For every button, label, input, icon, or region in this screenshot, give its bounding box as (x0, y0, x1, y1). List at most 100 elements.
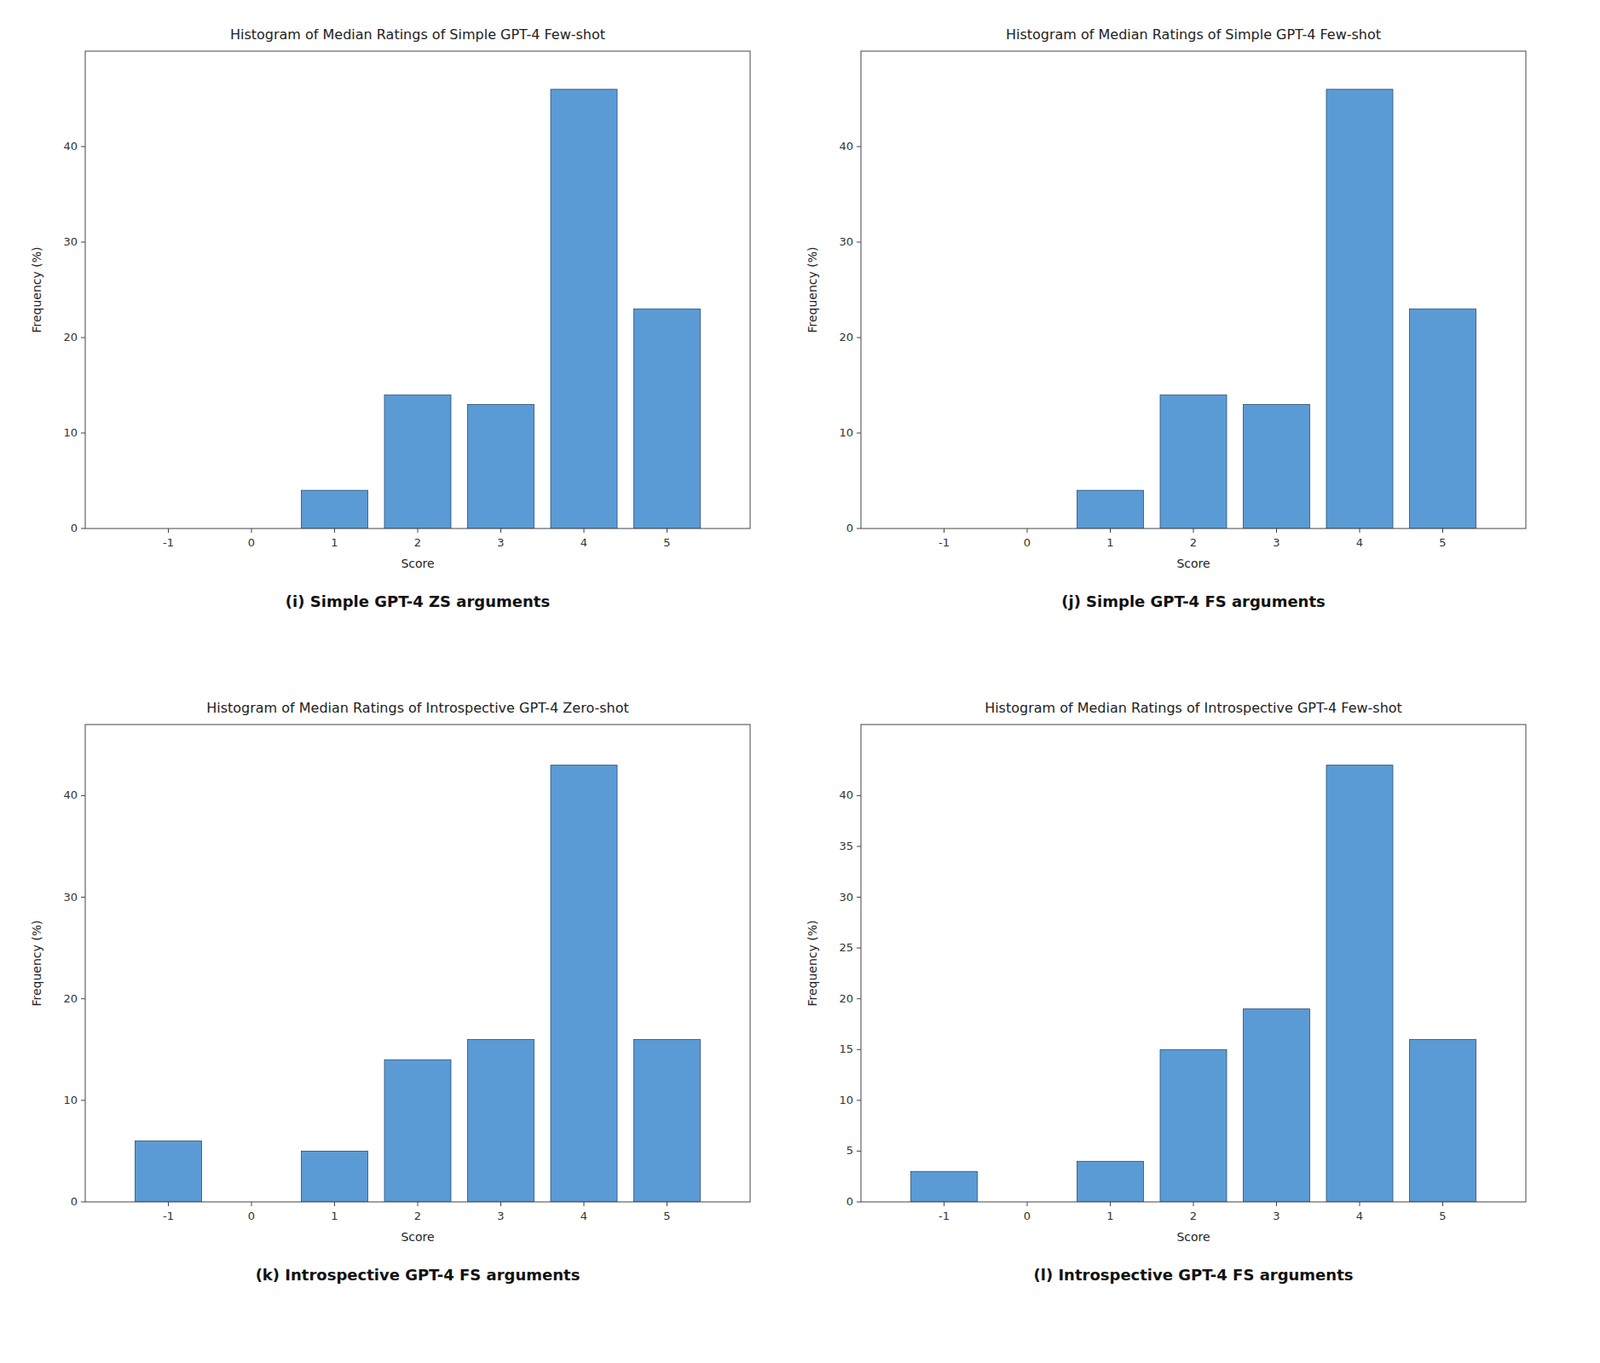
y-tick (80, 896, 86, 898)
title: Histogram of Median Ratings of Introspec… (984, 699, 1403, 717)
y-tick-label: 0 (846, 521, 854, 535)
x-tick-label: -1 (938, 536, 950, 549)
bars (135, 765, 701, 1202)
x-tick-label: 2 (1189, 536, 1197, 549)
y-tick (856, 433, 861, 434)
y-tick-label: 20 (63, 330, 78, 344)
x-tick-label: 0 (1023, 1209, 1031, 1223)
y-tick (856, 795, 861, 797)
x-tick-label: 4 (1356, 1209, 1364, 1223)
bar (384, 1059, 451, 1202)
y-tick (80, 528, 86, 530)
panel: 0510152025303540-1012345Histogram of Med… (805, 699, 1526, 1284)
x-tick-label: 4 (1356, 536, 1364, 549)
x-tick (500, 1201, 502, 1207)
y-tick-label: 30 (63, 890, 78, 904)
bar (1160, 394, 1227, 529)
panel: 010203040-1012345Histogram of Median Rat… (805, 26, 1526, 611)
y-tick (856, 528, 861, 530)
y-tick (856, 845, 861, 847)
x-tick-label: 0 (248, 1209, 255, 1223)
y-tick (856, 1099, 861, 1101)
bar (550, 89, 618, 529)
x-tick-label: 1 (330, 536, 338, 549)
y-tick (80, 146, 86, 148)
bar (1077, 490, 1144, 529)
y-tick (80, 242, 86, 243)
x-axis-label: Score (400, 1230, 434, 1244)
caption: (k) Introspective GPT-4 FS arguments (255, 1265, 581, 1284)
y-tick (80, 337, 86, 339)
y-axis-label: Frequency (%) (805, 919, 820, 1006)
x-tick (1359, 1201, 1361, 1207)
x-tick-label: 3 (1272, 1209, 1280, 1223)
y-tick-label: 40 (838, 139, 854, 153)
x-tick-label: 5 (663, 536, 671, 549)
title: Histogram of Median Ratings of Simple GP… (230, 26, 606, 43)
x-tick (1193, 1201, 1195, 1207)
x-tick (251, 1201, 253, 1207)
bar (301, 490, 369, 529)
y-tick (856, 337, 861, 339)
x-tick-label: 3 (496, 1209, 504, 1223)
x-tick-label: 5 (1438, 536, 1446, 549)
y-tick (856, 1150, 861, 1152)
x-tick (943, 528, 945, 533)
x-tick-label: 3 (496, 536, 504, 549)
x-axis-label: Score (1176, 556, 1210, 571)
bar (135, 1141, 203, 1202)
x-tick (334, 1201, 336, 1207)
x-tick-label: 5 (1438, 1209, 1446, 1223)
y-tick-label: 20 (838, 992, 854, 1006)
y-tick-label: 5 (846, 1143, 854, 1157)
y-tick (856, 242, 861, 243)
title: Histogram of Median Ratings of Introspec… (206, 699, 630, 717)
caption: (i) Simple GPT-4 ZS arguments (285, 592, 550, 611)
bar (1160, 1049, 1227, 1202)
bar (1077, 1161, 1144, 1202)
x-tick (1276, 528, 1277, 533)
y-tick-label: 10 (838, 1093, 854, 1107)
y-axis-label: Frequency (%) (29, 919, 44, 1006)
y-tick-label: 0 (70, 521, 78, 535)
x-tick (1442, 528, 1444, 533)
x-tick (1027, 528, 1029, 533)
x-tick-label: 1 (1106, 1209, 1114, 1223)
y-tick (80, 433, 86, 434)
y-tick-label: 20 (63, 992, 78, 1006)
y-tick-label: 10 (63, 1093, 78, 1107)
plot-frame (860, 724, 1526, 1202)
bar (550, 765, 618, 1202)
x-tick (666, 1201, 668, 1207)
y-tick-label: 30 (63, 235, 78, 249)
y-tick (80, 1201, 86, 1203)
x-tick (417, 528, 419, 533)
x-tick (1109, 528, 1111, 533)
panel: 010203040-1012345Histogram of Median Rat… (29, 26, 751, 611)
x-tick-label: 0 (248, 536, 255, 549)
x-tick-label: 4 (580, 1209, 588, 1223)
x-axis-label: Score (1176, 1230, 1210, 1244)
x-tick-label: 3 (1272, 536, 1280, 549)
y-tick-label: 40 (838, 788, 854, 802)
bars (1077, 89, 1477, 529)
y-tick-label: 10 (63, 426, 78, 439)
y-tick-label: 25 (838, 941, 854, 954)
x-tick (1442, 1201, 1444, 1207)
x-tick (167, 528, 169, 533)
plot-frame (85, 724, 751, 1202)
plot-frame (85, 51, 751, 529)
y-tick (856, 1201, 861, 1203)
x-tick (583, 1201, 585, 1207)
caption: (j) Simple GPT-4 FS arguments (1061, 592, 1326, 611)
x-tick (666, 528, 668, 533)
y-tick-label: 0 (70, 1195, 78, 1208)
x-tick-label: 2 (414, 1209, 422, 1223)
bar (1243, 1009, 1311, 1202)
x-tick-label: -1 (162, 536, 174, 549)
bar (384, 394, 451, 529)
y-tick-label: 35 (838, 839, 854, 853)
y-tick (80, 795, 86, 797)
bar (467, 404, 535, 529)
y-tick-label: 0 (846, 1195, 854, 1208)
